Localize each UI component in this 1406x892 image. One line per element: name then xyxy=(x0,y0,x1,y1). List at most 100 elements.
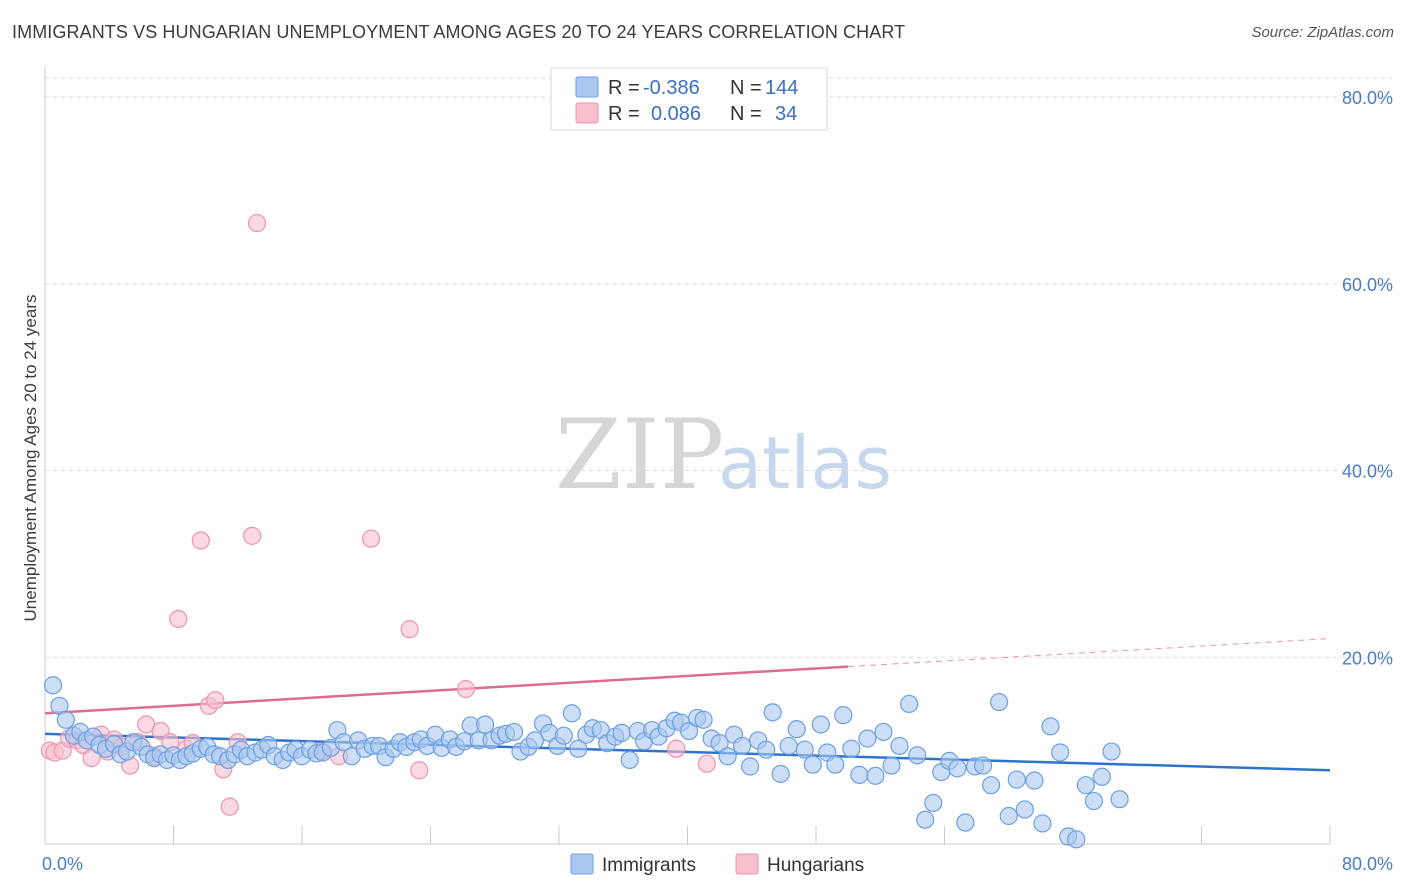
x-tick-label-0: 0.0% xyxy=(42,854,83,874)
immigrants-point-101 xyxy=(757,740,776,759)
y-tick-label-0: 80.0% xyxy=(1342,88,1393,108)
immigrants-point-99 xyxy=(741,757,760,776)
immigrants-point-144 xyxy=(1110,790,1129,809)
legend-r-value-0: -0.386 xyxy=(643,77,700,99)
immigrants-point-128 xyxy=(973,756,993,775)
immigrants-point-63 xyxy=(476,715,495,734)
axes xyxy=(44,66,1331,845)
hungarians-point-24 xyxy=(220,797,239,816)
hungarians-point-17 xyxy=(169,609,188,629)
immigrants-point-119 xyxy=(900,694,919,714)
immigrants-point-134 xyxy=(1025,771,1044,790)
immigrants-point-82 xyxy=(612,723,631,742)
immigrants-point-118 xyxy=(890,736,909,756)
immigrants-point-139 xyxy=(1067,830,1086,849)
immigrants-point-91 xyxy=(680,721,699,741)
watermark-zip: ZIP xyxy=(555,399,724,511)
hungarians-point-34 xyxy=(667,739,686,758)
immigrants-point-111 xyxy=(834,706,853,725)
hungarians-point-31 xyxy=(400,620,419,639)
legend-r-label-0: R = xyxy=(608,77,640,99)
immigrants-point-133 xyxy=(1015,800,1034,819)
immigrants-point-141 xyxy=(1084,791,1103,811)
immigrants-point-67 xyxy=(504,722,524,742)
y-tick-label-2: 40.0% xyxy=(1342,462,1393,482)
bottom-legend-immigrants: Immigrants xyxy=(602,855,696,876)
immigrants-point-113 xyxy=(850,765,869,785)
hungarians-point-20 xyxy=(191,531,210,550)
immigrants-point-102 xyxy=(763,703,782,722)
immigrants-point-117 xyxy=(882,756,901,775)
immigrants-point-93 xyxy=(694,710,713,729)
immigrants-point-112 xyxy=(842,739,861,758)
grid-lines xyxy=(45,77,1392,658)
correlation-legend: R = -0.386 N = 144 R = 0.086 N = 34 xyxy=(550,67,828,131)
immigrants-point-74 xyxy=(554,726,573,745)
immigrants-point-136 xyxy=(1041,717,1060,736)
immigrants-point-105 xyxy=(787,720,806,739)
immigrants-point-135 xyxy=(1033,814,1052,833)
immigrants-point-116 xyxy=(874,722,893,742)
series-legend: Immigrants Hungarians xyxy=(570,853,864,876)
legend-swatch-hungarians xyxy=(575,102,599,124)
hungarians-point-27 xyxy=(247,213,267,233)
immigrants-point-76 xyxy=(569,739,588,758)
legend-n-label-0: N = xyxy=(730,77,762,99)
trend-lines xyxy=(44,638,1331,772)
hungarians-points xyxy=(40,213,716,816)
hungarians-point-35 xyxy=(697,754,716,773)
chart-title: IMMIGRANTS VS HUNGARIAN UNEMPLOYMENT AMO… xyxy=(12,22,906,42)
legend-r-value-1: 0.086 xyxy=(651,103,701,125)
immigrants-point-126 xyxy=(956,813,975,832)
watermark-atlas: atlas xyxy=(718,421,892,505)
trend-line-ext-1 xyxy=(848,638,1331,668)
immigrants-point-142 xyxy=(1092,767,1112,786)
hungarians-point-32 xyxy=(410,761,429,780)
immigrants-point-121 xyxy=(916,810,935,829)
immigrants-point-143 xyxy=(1102,742,1121,761)
bottom-legend-swatch-hungarians xyxy=(735,853,759,875)
trend-line-0 xyxy=(44,732,1331,772)
legend-swatch-immigrants xyxy=(575,76,599,98)
bottom-legend-swatch-immigrants xyxy=(570,853,594,875)
immigrants-point-2 xyxy=(56,710,75,729)
bottom-legend-hungarians: Hungarians xyxy=(767,855,864,876)
immigrants-point-125 xyxy=(948,759,967,778)
immigrants-point-107 xyxy=(803,755,822,774)
immigrants-point-115 xyxy=(866,766,885,785)
hungarians-point-22 xyxy=(206,691,225,710)
immigrants-point-106 xyxy=(795,740,814,759)
immigrants-point-103 xyxy=(771,764,790,784)
hungarians-point-30 xyxy=(361,529,381,548)
immigrants-point-120 xyxy=(908,746,927,765)
immigrants-point-75 xyxy=(562,704,581,723)
immigrants-point-131 xyxy=(999,806,1018,826)
legend-r-label-1: R = xyxy=(608,103,640,125)
immigrants-point-140 xyxy=(1076,776,1095,795)
immigrants-point-0 xyxy=(43,676,63,695)
immigrants-point-129 xyxy=(981,776,1001,795)
immigrants-point-83 xyxy=(620,750,639,770)
chart-source: Source: ZipAtlas.com xyxy=(1251,24,1394,41)
immigrants-point-132 xyxy=(1007,770,1026,789)
y-tick-label-1: 60.0% xyxy=(1342,275,1393,295)
hungarians-point-33 xyxy=(456,679,475,699)
immigrants-point-114 xyxy=(858,729,877,748)
immigrants-point-96 xyxy=(718,747,737,766)
tick-labels: 80.0% 60.0% 40.0% 20.0% 0.0% 80.0% xyxy=(42,88,1393,874)
immigrants-point-108 xyxy=(811,715,830,734)
legend-n-value-1: 34 xyxy=(775,103,797,125)
immigrants-point-104 xyxy=(779,736,798,756)
immigrants-point-95 xyxy=(710,734,729,753)
immigrants-points xyxy=(43,676,1129,849)
immigrants-point-98 xyxy=(733,736,752,756)
immigrants-point-70 xyxy=(525,731,545,750)
legend-n-label-1: N = xyxy=(730,103,762,125)
hungarians-point-6 xyxy=(82,748,101,768)
immigrants-point-110 xyxy=(826,755,845,774)
immigrants-point-130 xyxy=(990,692,1009,712)
trend-line-1 xyxy=(44,665,849,715)
x-tick-label-1: 80.0% xyxy=(1342,854,1393,874)
legend-n-value-0: 144 xyxy=(765,77,798,99)
immigrants-point-122 xyxy=(924,793,943,813)
